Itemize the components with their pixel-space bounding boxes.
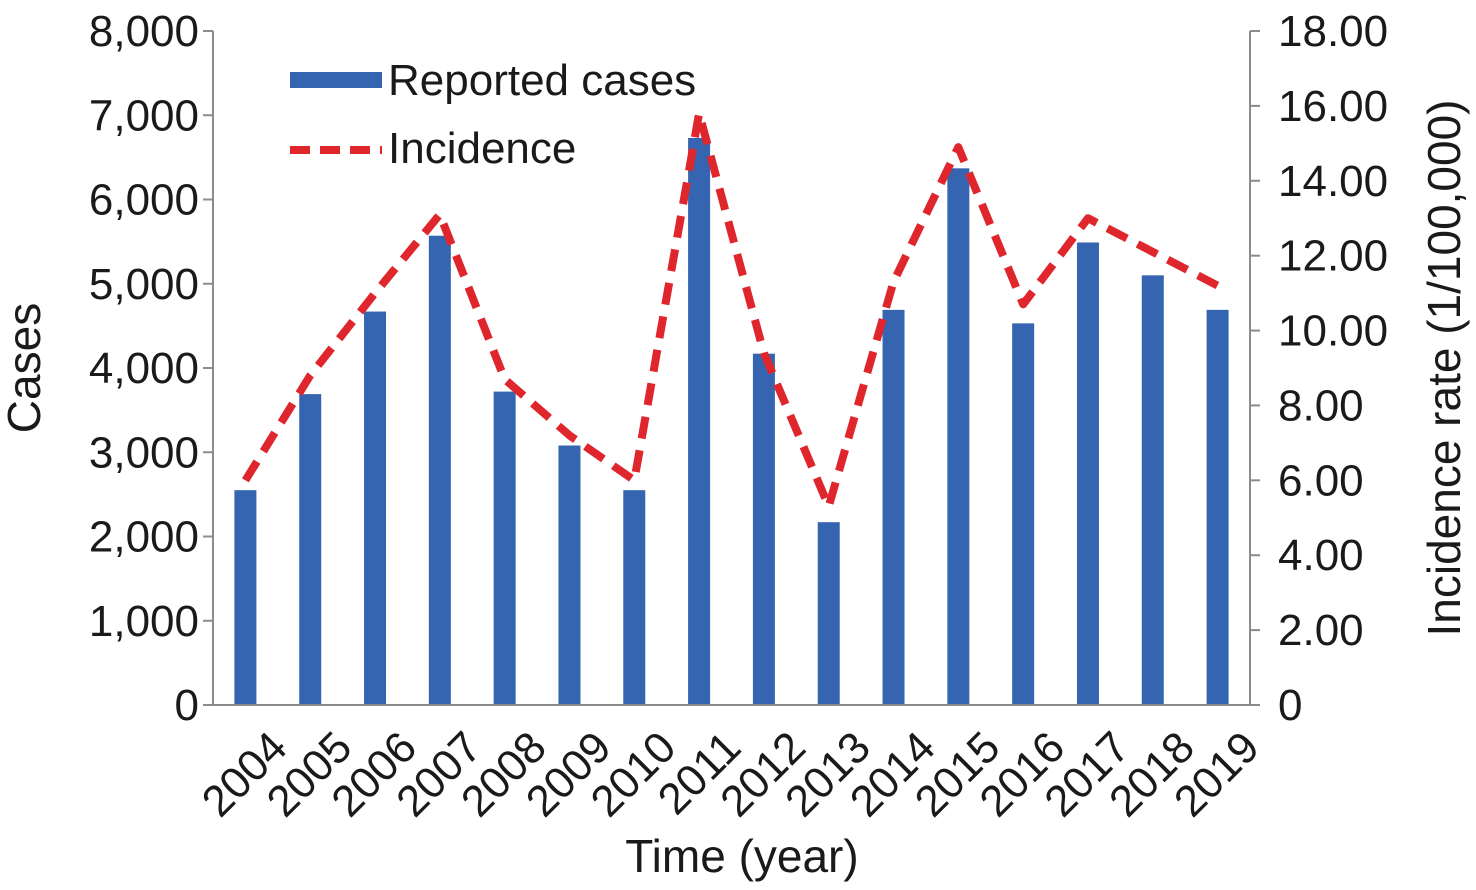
y-tick-right-label: 16.00 [1278, 82, 1388, 131]
y-tick-left-label: 6,000 [89, 176, 199, 225]
bar-2006 [364, 311, 387, 705]
bar-2018 [1141, 275, 1164, 705]
y-tick-left-label: 3,000 [89, 428, 199, 477]
y-tick-left-label: 4,000 [89, 344, 199, 393]
y-tick-right-label: 6.00 [1278, 456, 1364, 505]
bar-2004 [234, 490, 257, 705]
bar-2015 [947, 168, 970, 705]
y-tick-left-label: 8,000 [89, 7, 199, 56]
y-tick-right-label: 0 [1278, 681, 1302, 730]
incidence-line [241, 109, 1220, 511]
y-tick-right-label: 2.00 [1278, 606, 1364, 655]
bar-2012 [752, 353, 775, 705]
y-tick-right-label: 12.00 [1278, 232, 1388, 281]
ticks-layer: 0 1,000 2,000 3,000 4,000 5,000 6,000 7,000 8,00… [89, 7, 1388, 826]
bar-2009 [558, 445, 581, 705]
bars-layer [234, 137, 1229, 706]
y-tick-right-label: 10.00 [1278, 307, 1388, 356]
bar-2013 [817, 522, 840, 705]
bar-2017 [1076, 242, 1099, 705]
bar-2007 [428, 235, 451, 706]
x-axis-title: Time (year) [625, 830, 858, 882]
legend-label-incidence: Incidence [388, 124, 576, 173]
legend: Reported cases Incidence [290, 56, 696, 173]
legend-label-reported-cases: Reported cases [388, 56, 696, 105]
bar-2016 [1012, 323, 1035, 705]
y-tick-right-label: 4.00 [1278, 531, 1364, 580]
bar-2019 [1206, 309, 1229, 705]
bar-2008 [493, 391, 516, 705]
legend-swatch-reported-cases [290, 72, 382, 88]
y-tick-left-label: 0 [175, 681, 199, 730]
line-layer [241, 109, 1220, 511]
y-tick-right-label: 18.00 [1278, 7, 1388, 56]
y-axis-left-title: Cases [0, 303, 50, 433]
y-tick-left-label: 5,000 [89, 260, 199, 309]
y-tick-right-label: 8.00 [1278, 381, 1364, 430]
y-tick-left-label: 7,000 [89, 91, 199, 140]
y-axis-right-title: Incidence rate (1/100,000) [1418, 99, 1470, 636]
y-tick-left-label: 2,000 [89, 513, 199, 562]
bar-2005 [299, 394, 322, 705]
bar-2010 [623, 490, 646, 705]
y-tick-left-label: 1,000 [89, 597, 199, 646]
bar-2014 [882, 309, 905, 705]
bar-2011 [688, 137, 711, 705]
y-tick-right-label: 14.00 [1278, 157, 1388, 206]
